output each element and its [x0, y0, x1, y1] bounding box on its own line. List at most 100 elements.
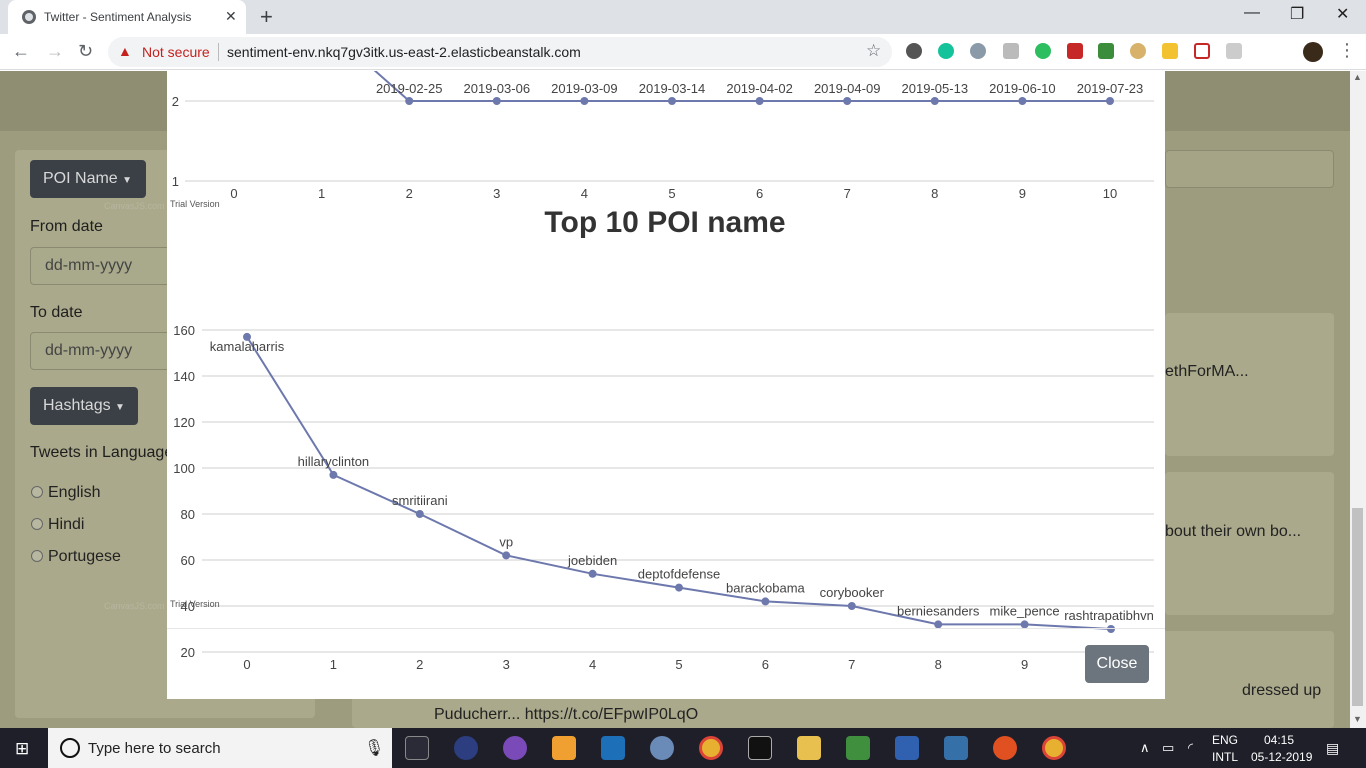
menu-dots-icon[interactable]: ⋮ [1338, 40, 1356, 60]
network-app-icon[interactable] [895, 736, 919, 760]
minimize-icon[interactable]: — [1244, 4, 1260, 21]
point-label: 2019-02-25 [376, 81, 443, 96]
python-icon[interactable] [944, 736, 968, 760]
data-point[interactable] [1107, 625, 1115, 633]
from-date-input[interactable]: dd-mm-yyyy [30, 247, 180, 285]
top-chart: 2019-02-25 2019-03-06 2019-03-09 2019-03-14… [170, 71, 1154, 209]
evernote-icon[interactable] [1035, 43, 1051, 59]
data-point[interactable] [492, 97, 501, 105]
app-icon[interactable] [601, 736, 625, 760]
point-label: smritiirani [392, 493, 448, 508]
data-point[interactable] [934, 620, 943, 629]
data-point[interactable] [930, 97, 939, 105]
scroll-up-icon[interactable]: ▲ [1353, 72, 1362, 82]
microphone-icon[interactable]: 🎙 [364, 740, 385, 757]
data-point[interactable] [1018, 97, 1027, 105]
windows-start-icon[interactable]: ⊞ [15, 739, 30, 758]
x-tick-label: 6 [762, 657, 769, 672]
data-point[interactable] [405, 97, 414, 105]
terminal-icon[interactable] [748, 736, 772, 760]
clock-time[interactable]: 04:15 [1264, 733, 1295, 747]
extension-icon[interactable] [1226, 43, 1242, 59]
notification-icon[interactable]: ▤ [1326, 740, 1340, 756]
extension-icon[interactable] [1003, 43, 1019, 59]
pencil-icon[interactable] [1162, 43, 1178, 59]
data-point[interactable] [243, 332, 251, 341]
data-point[interactable] [580, 97, 589, 105]
back-icon[interactable]: ← [12, 41, 30, 61]
data-point[interactable] [329, 470, 338, 479]
security-label[interactable]: Not secure [142, 44, 210, 60]
data-point[interactable] [588, 569, 597, 578]
x-tick-label: 8 [931, 186, 938, 201]
taskbar-search-placeholder: Type here to search [88, 740, 221, 757]
point-label: berniesanders [897, 603, 980, 618]
poi-name-dropdown[interactable]: POI Name ▼ [30, 160, 146, 198]
postman-icon[interactable] [993, 736, 1017, 760]
data-point[interactable] [755, 97, 764, 105]
skype-icon[interactable] [970, 43, 986, 59]
sublime-icon[interactable] [552, 736, 576, 760]
language-indicator-top[interactable]: ENG [1212, 733, 1239, 747]
to-date-input[interactable]: dd-mm-yyyy [30, 332, 180, 370]
data-point[interactable] [1020, 620, 1029, 629]
x-tick-label: 4 [581, 186, 588, 201]
tray-chevron-icon[interactable]: ∧ [1140, 740, 1150, 755]
profile-avatar[interactable] [1303, 42, 1323, 62]
url-text[interactable]: sentiment-env.nkq7gv3itk.us-east-2.elast… [227, 44, 581, 60]
restore-icon[interactable]: ❐ [1290, 6, 1305, 23]
clock-date[interactable]: 05-12-2019 [1251, 750, 1313, 764]
new-tab-button[interactable]: + [260, 4, 273, 29]
bookmark-star-icon[interactable]: ☆ [866, 41, 882, 60]
chrome-icon[interactable] [1042, 736, 1066, 760]
y-tick-label: 2 [172, 94, 179, 109]
task-view-icon[interactable] [405, 736, 429, 760]
app-icon[interactable] [650, 736, 674, 760]
bookmark-extension-icon[interactable] [1067, 43, 1083, 59]
radio-english[interactable] [31, 486, 43, 498]
language-indicator-bottom[interactable]: INTL [1212, 750, 1239, 764]
color-picker-icon[interactable] [1130, 43, 1146, 59]
data-point[interactable] [847, 602, 856, 610]
wifi-icon[interactable]: ◜ [1188, 740, 1194, 755]
battery-icon[interactable]: ▭ [1162, 740, 1175, 755]
address-bar[interactable]: ▲ Not secure sentiment-env.nkq7gv3itk.us… [108, 37, 892, 67]
scrollbar-thumb[interactable] [1352, 508, 1363, 706]
data-point[interactable] [843, 97, 852, 105]
x-tick-label: 7 [848, 657, 855, 672]
data-point[interactable] [502, 551, 511, 560]
radio-hindi[interactable] [31, 518, 43, 530]
radio-portugese[interactable] [31, 550, 43, 562]
tweet-card: bout their own bo... [1165, 472, 1334, 615]
reload-icon[interactable]: ↻ [78, 41, 94, 61]
data-point[interactable] [668, 97, 676, 105]
data-point[interactable] [761, 597, 770, 606]
scroll-down-icon[interactable]: ▼ [1353, 714, 1362, 724]
y-tick-label: 80 [181, 507, 195, 522]
point-label: barackobama [726, 580, 806, 595]
y-tick-label: 120 [173, 415, 195, 430]
point-label: kamalaharris [210, 339, 285, 354]
y-tick-label: 60 [181, 553, 195, 568]
tab-close-icon[interactable]: ✕ [225, 8, 237, 24]
data-point[interactable] [1106, 97, 1114, 105]
extension-icon[interactable] [906, 43, 922, 59]
forward-icon[interactable]: → [46, 41, 64, 61]
data-point[interactable] [675, 583, 683, 592]
chrome-icon[interactable] [699, 736, 723, 760]
taskbar-search[interactable]: Type here to search 🎙 [48, 728, 392, 768]
hashtags-dropdown[interactable]: Hashtags ▼ [30, 387, 138, 425]
grammarly-icon[interactable] [938, 43, 954, 59]
close-button[interactable]: Close [1085, 645, 1149, 683]
pocket-icon[interactable] [1194, 43, 1210, 59]
data-point[interactable] [415, 510, 424, 518]
github-icon[interactable] [503, 736, 527, 760]
canvasjs-watermark: CanvasJS.com [104, 601, 165, 611]
eclipse-icon[interactable] [454, 736, 478, 760]
tab-active[interactable]: Twitter - Sentiment Analysis ✕ [8, 0, 246, 34]
tweet-card: ethForMA... [1165, 313, 1334, 456]
cors-icon[interactable] [1098, 43, 1114, 59]
window-close-icon[interactable]: ✕ [1336, 6, 1350, 23]
file-explorer-icon[interactable] [797, 736, 821, 760]
notepad-icon[interactable] [846, 736, 870, 760]
